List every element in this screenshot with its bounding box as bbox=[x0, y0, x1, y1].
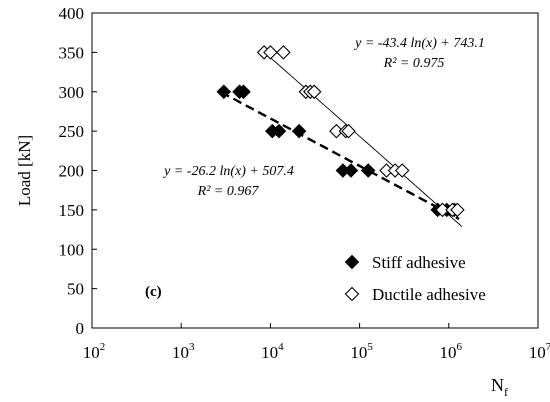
legend-ductile-label: Ductile adhesive bbox=[372, 285, 486, 304]
y-tick-label: 200 bbox=[59, 162, 85, 181]
x-tick-label: 106 bbox=[440, 341, 463, 362]
panel-label: (c) bbox=[145, 284, 162, 300]
stiff-data-point bbox=[360, 163, 376, 178]
ductile-data-point bbox=[276, 45, 291, 60]
y-tick-label: 400 bbox=[59, 4, 85, 23]
stiff-data-point bbox=[343, 163, 359, 178]
ductile-equation: y = -43.4 ln(x) + 743.1 bbox=[353, 36, 485, 51]
ductile-data-point bbox=[450, 202, 465, 218]
y-tick-label: 300 bbox=[59, 83, 85, 102]
trendline-stiff bbox=[220, 91, 460, 220]
x-tick-label: 107 bbox=[529, 341, 550, 362]
y-tick-label: 350 bbox=[59, 43, 85, 62]
stiff-equation: y = -26.2 ln(x) + 507.4 bbox=[162, 164, 294, 179]
x-tick-label: 102 bbox=[83, 341, 106, 362]
ductile-r2: R² = 0.975 bbox=[383, 56, 445, 71]
stiff-data-point bbox=[291, 123, 307, 139]
y-axis-label: Load [kN] bbox=[15, 135, 34, 206]
legend-stiff-label: Stiff adhesive bbox=[372, 253, 466, 272]
legend: Stiff adhesive Ductile adhesive bbox=[344, 253, 486, 304]
y-tick-label: 250 bbox=[59, 122, 85, 141]
stiff-data-point bbox=[216, 84, 232, 100]
x-tick-label: 104 bbox=[261, 341, 284, 362]
ductile-data-point bbox=[435, 202, 450, 218]
y-tick-label: 0 bbox=[76, 319, 85, 338]
y-tick-label: 100 bbox=[59, 240, 85, 259]
axes: 0 50 100 150 200 250 300 350 400 102 103 104 105 106 1… bbox=[15, 4, 550, 399]
x-tick-label: 103 bbox=[172, 341, 195, 362]
ductile-data-point bbox=[341, 123, 356, 139]
trendlines bbox=[220, 51, 463, 227]
labels: (c) y = -43.4 ln(x) + 743.1 R² = 0.975 y = … bbox=[145, 36, 485, 300]
stiff-data-point bbox=[271, 123, 287, 139]
ductile-data-point bbox=[263, 45, 278, 60]
x-axis-label: Nf bbox=[491, 375, 508, 399]
markers bbox=[216, 45, 465, 218]
ductile-data-point bbox=[306, 84, 322, 100]
trendline-ductile bbox=[263, 51, 463, 227]
legend-ductile-marker bbox=[344, 286, 360, 302]
x-tick-label: 105 bbox=[350, 341, 373, 362]
legend-stiff-marker bbox=[344, 254, 360, 270]
y-tick-label: 50 bbox=[67, 280, 84, 299]
stiff-data-point bbox=[236, 84, 251, 100]
ductile-data-point bbox=[394, 163, 410, 178]
stiff-r2: R² = 0.967 bbox=[197, 184, 260, 199]
y-tick-label: 150 bbox=[59, 201, 85, 220]
